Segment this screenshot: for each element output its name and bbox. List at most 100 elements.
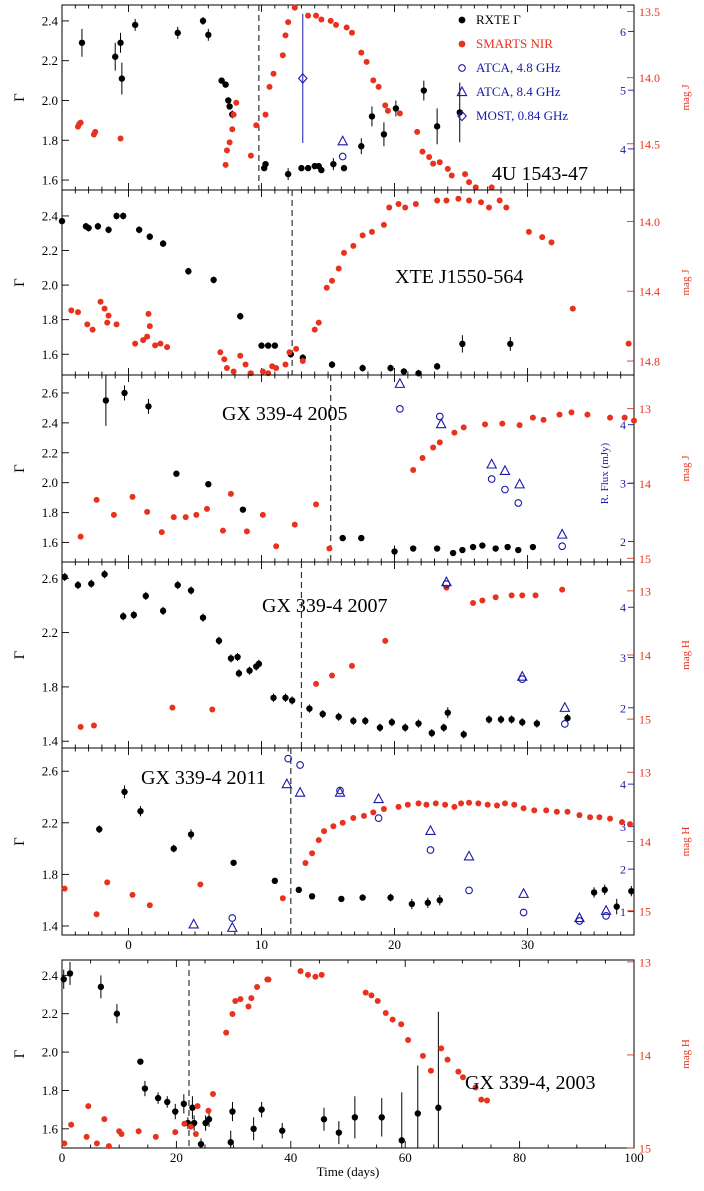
series-gamma	[78, 16, 463, 181]
gamma-point	[174, 29, 181, 37]
nir-point	[113, 321, 120, 328]
y-tick-label: 2.4	[42, 208, 59, 223]
gamma-point	[94, 223, 102, 230]
nir-point	[158, 529, 165, 536]
x-tick-label: 20	[170, 1150, 183, 1165]
nir-point	[389, 1016, 396, 1023]
gamma-point	[428, 729, 436, 737]
nir-point	[430, 444, 437, 451]
x-tick-label: 100	[624, 1150, 644, 1165]
chart-panel-1: 1.6 1.8 2.0 2.2 2.4 Γ 13.5 14.0 14.5 mag J 4 5 6 4U 1…	[12, 4, 692, 191]
series-nir	[74, 4, 495, 191]
nir-point	[93, 496, 100, 503]
gamma-point	[391, 548, 398, 555]
gamma-point	[119, 613, 127, 620]
nir-point	[105, 312, 112, 319]
nir-point	[503, 204, 510, 211]
nir-point	[359, 232, 366, 239]
flux-tick-label: 6	[620, 25, 626, 39]
gamma-point	[174, 581, 181, 589]
panel-label: XTE J1550-564	[395, 266, 523, 288]
gamma-point	[255, 660, 263, 668]
nir-point	[568, 409, 575, 416]
gamma-point	[145, 403, 152, 410]
gamma-point	[96, 826, 103, 833]
gamma-point	[205, 1116, 213, 1123]
nir-point	[448, 172, 455, 179]
nir-point	[305, 12, 312, 19]
gamma-point	[590, 889, 598, 896]
flux-tick-label: 2	[620, 701, 626, 715]
legend-label: ATCA, 4.8 GHz	[476, 60, 561, 75]
nir-point	[61, 885, 68, 892]
y-tick-label: 1.6	[42, 1121, 59, 1136]
gamma-point	[304, 164, 312, 172]
flux-tick-label: 4	[620, 418, 626, 432]
nir-point	[531, 807, 538, 814]
y-tick-label: 2.2	[42, 243, 58, 258]
gamma-point	[456, 109, 463, 116]
gamma-point	[185, 268, 192, 275]
nir-point	[221, 356, 228, 363]
legend-label: ATCA, 8.4 GHz	[476, 84, 561, 99]
flux-tick-label: 3	[620, 651, 626, 665]
gamma-point	[529, 543, 537, 551]
y-tick-label: 2.2	[42, 625, 58, 640]
nir-point	[576, 812, 583, 819]
radio-point-triangle	[188, 918, 200, 929]
nir-point	[273, 543, 280, 550]
nir-point	[360, 812, 367, 819]
nir-point	[129, 891, 136, 898]
nir-point	[291, 4, 298, 11]
nir-point	[101, 305, 108, 312]
gamma-point	[270, 694, 277, 701]
plot-frame	[61, 561, 635, 749]
mag-tick-label: 14.4	[639, 285, 660, 299]
gamma-point	[335, 1129, 343, 1136]
nir-point	[77, 533, 84, 540]
series-radio	[396, 405, 567, 551]
flux-tick-label: 1	[620, 905, 626, 919]
nir-point	[380, 221, 387, 228]
nir-point	[313, 12, 320, 19]
nir-point	[488, 184, 495, 191]
series-gamma	[60, 961, 442, 1148]
nir-point	[370, 809, 377, 816]
gamma-point	[97, 983, 105, 991]
nir-point	[415, 800, 422, 807]
radio-point-circle	[284, 754, 292, 763]
nir-point	[210, 1091, 217, 1098]
nir-point	[140, 337, 147, 344]
legend-label: SMARTS NIR	[476, 36, 553, 51]
gamma-point	[237, 313, 244, 320]
flux-tick-label: 5	[620, 84, 626, 98]
nir-point	[89, 326, 96, 333]
radio-point-circle	[296, 761, 304, 769]
gamma-point	[601, 886, 608, 894]
gamma-point	[119, 212, 127, 220]
nir-point	[584, 411, 591, 418]
chart-panel-6: 0 20 40 60 80 100 Time (days) 1.6 1.8 2.0 2.2 2.4 Γ 1…	[12, 955, 692, 1179]
nir-point	[459, 1074, 466, 1081]
nir-point	[230, 111, 237, 118]
nir-point	[382, 637, 389, 644]
nir-point	[259, 511, 266, 518]
gamma-point	[306, 705, 313, 712]
nir-point	[419, 148, 426, 155]
nir-point	[313, 501, 320, 508]
gamma-point	[159, 607, 167, 615]
gamma-point	[102, 397, 110, 404]
y-axis-title: Γ	[12, 464, 28, 473]
nir-point	[333, 21, 340, 28]
gamma-point	[420, 87, 428, 94]
series-gamma	[58, 212, 514, 377]
gamma-point	[271, 877, 279, 885]
series-radio	[394, 377, 568, 539]
radio-point-circle	[514, 499, 523, 507]
legend-marker	[458, 40, 466, 48]
gamma-point	[485, 716, 493, 723]
gamma-point	[504, 543, 511, 551]
nir-point	[335, 265, 342, 272]
nir-point	[247, 152, 254, 159]
nir-point	[419, 1052, 426, 1059]
